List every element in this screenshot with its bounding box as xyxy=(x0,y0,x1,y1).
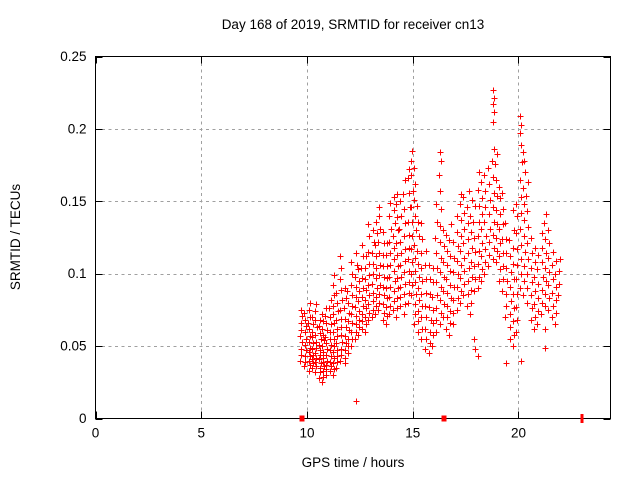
x-tick-label: 0 xyxy=(92,426,100,441)
y-tick-labels: 0 0.05 0.1 0.15 0.2 0.25 xyxy=(60,49,86,426)
axis-marker-square xyxy=(441,415,447,422)
y-axis-label: SRMTID / TECUs xyxy=(8,183,23,291)
y-tick-label: 0.1 xyxy=(68,266,87,281)
chart-title: Day 168 of 2019, SRMTID for receiver cn1… xyxy=(221,17,485,32)
x-tick-label: 5 xyxy=(197,426,205,441)
y-tick-label: 0.05 xyxy=(60,339,86,354)
y-tick-label: 0.25 xyxy=(60,49,86,64)
x-tick-label: 10 xyxy=(299,426,314,441)
y-tick-label: 0.2 xyxy=(68,121,87,136)
y-tick-label: 0 xyxy=(79,411,87,426)
x-tick-label: 20 xyxy=(511,426,526,441)
x-axis-label: GPS time / hours xyxy=(301,455,405,470)
x-tick-label: 15 xyxy=(405,426,420,441)
axis-marker-square xyxy=(299,415,305,422)
plot-border-and-ticks xyxy=(95,56,611,420)
y-tick-label: 0.15 xyxy=(60,194,86,209)
axis-marker-bar xyxy=(580,414,584,423)
grid-lines xyxy=(95,56,611,419)
scatter-points xyxy=(297,87,564,405)
axis-markers xyxy=(299,414,584,423)
x-tick-labels: 0 5 10 15 20 xyxy=(92,426,526,441)
